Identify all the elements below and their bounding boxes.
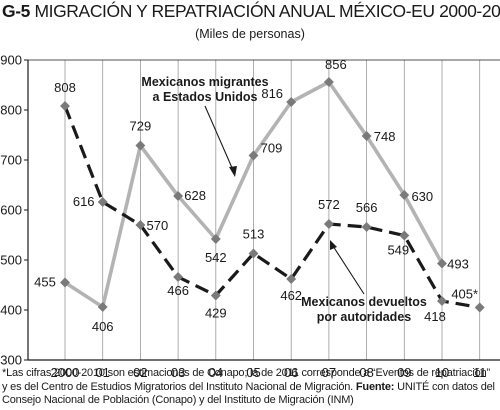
data-label: 729 (130, 119, 152, 134)
data-label: 748 (374, 129, 396, 144)
annotation-line: a Estados Unidos (153, 90, 258, 104)
y-tick-label: 400 (0, 303, 22, 318)
series-annotation-migrantes: Mexicanos migrantes a Estados Unidos (141, 75, 268, 104)
data-label: 566 (356, 200, 378, 215)
y-tick-label: 900 (0, 53, 22, 68)
y-tick-label: 800 (0, 103, 22, 118)
series-line-devueltos (63, 105, 480, 310)
data-label: 856 (325, 57, 347, 72)
data-label: 493 (447, 257, 469, 272)
source-text: UNITÉ con datos del Consejo Nacional de … (2, 380, 495, 407)
x-tick-label: 01 (95, 365, 109, 380)
data-point (286, 274, 297, 284)
data-point (60, 101, 70, 111)
data-label: 405* (451, 287, 478, 302)
data-label: 628 (184, 188, 206, 203)
data-label: 455 (34, 275, 56, 290)
data-point (173, 272, 184, 282)
x-tick-label: 05 (246, 365, 260, 380)
data-point (323, 219, 334, 229)
chart-subtitle: (Miles de personas) (195, 27, 305, 41)
data-point (248, 248, 259, 259)
data-point (135, 140, 146, 151)
data-point (248, 150, 259, 161)
y-tick-label: 600 (0, 203, 22, 218)
x-tick-label: 2000 (51, 365, 80, 380)
data-label: 816 (261, 86, 283, 101)
footnote-text: *Las cifras 2000-2010 son estimaciones d… (2, 367, 490, 393)
data-label: 466 (167, 283, 189, 298)
data-label: 513 (243, 227, 265, 242)
data-point (361, 222, 372, 232)
data-label: 406 (92, 319, 114, 334)
data-point (210, 290, 221, 301)
x-tick-label: 07 (322, 365, 336, 380)
x-tick-label: 02 (133, 365, 147, 380)
annotation-line: Mexicanos migrantes (141, 75, 268, 89)
y-tick-label: 500 (0, 253, 22, 268)
grid-layer (64, 60, 481, 360)
y-tick-label: 300 (0, 353, 22, 368)
data-label: 542 (205, 250, 227, 265)
data-point (399, 190, 410, 200)
data-point (361, 131, 372, 141)
x-tick-label: 11 (473, 365, 487, 380)
source-label: Fuente: (355, 380, 395, 393)
chart-code: G-5 (2, 1, 30, 21)
data-label: 418 (424, 309, 446, 324)
data-label: 808 (54, 80, 76, 95)
annotation-layer: Mexicanos migrantes a Estados UnidosMexic… (141, 75, 426, 324)
annotation-arrow-migrantes (204, 105, 234, 171)
chart-footnote: *Las cifras 2000-2010 son estimaciones d… (2, 367, 498, 408)
series-annotation-devueltos: Mexicanos devueltos por autoridades (301, 295, 427, 324)
data-point (210, 234, 221, 244)
x-tick-label: 08 (359, 365, 373, 380)
annotation-line: por autoridades (317, 310, 412, 324)
data-point (173, 191, 184, 201)
annotation-arrow-devueltos (332, 245, 365, 295)
data-point (474, 302, 485, 313)
x-tick-label: 04 (209, 365, 223, 380)
axis-layer (24, 59, 500, 361)
annotation-line: Mexicanos devueltos (301, 295, 427, 309)
data-label: 630 (411, 189, 433, 204)
data-label: 549 (387, 243, 409, 258)
arrowhead-migrantes (229, 166, 237, 177)
x-tick-label: 10 (435, 365, 449, 380)
marker-layer (60, 77, 485, 313)
label-layer: 2000 01 02 03 04 05 06 07 08 09 10 11 300 400 500 600 70… (0, 53, 486, 381)
chart-title-text: MIGRACIÓN Y REPATRIACIÓN ANUAL MÉXICO-EU… (34, 1, 500, 21)
data-label: 572 (318, 197, 340, 212)
data-point (437, 296, 447, 306)
data-point (399, 230, 410, 241)
data-label: 429 (205, 306, 227, 321)
chart-title: G-5 MIGRACIÓN Y REPATRIACIÓN ANUAL MÉXIC… (2, 1, 500, 22)
data-point (437, 258, 447, 269)
data-label: 462 (280, 288, 302, 303)
x-tick-label: 06 (284, 365, 298, 380)
data-label: 616 (73, 194, 95, 209)
data-label: 709 (261, 141, 283, 156)
x-tick-label: 03 (171, 365, 185, 380)
data-label: 570 (147, 218, 169, 233)
data-point (97, 197, 108, 207)
data-point (135, 220, 146, 230)
x-tick-label: 09 (397, 365, 411, 380)
arrowhead-devueltos (330, 240, 337, 250)
y-tick-label: 700 (0, 153, 22, 168)
